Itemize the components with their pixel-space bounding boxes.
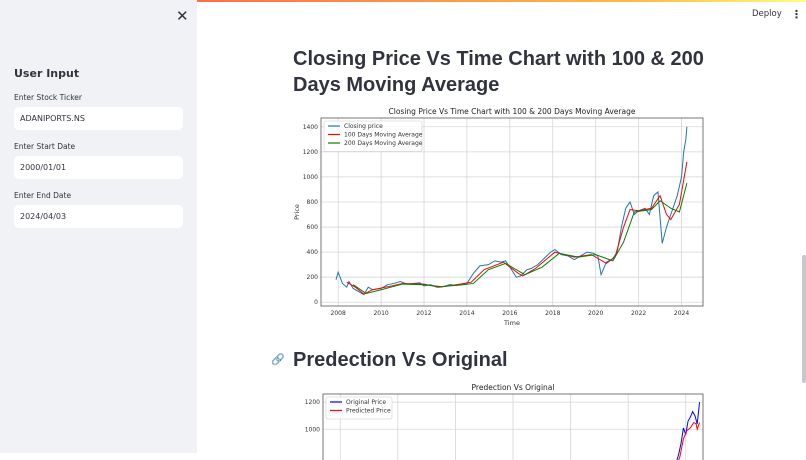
- y-tick-label: 600: [307, 224, 319, 231]
- x-tick-label: 2024: [674, 310, 689, 317]
- x-tick-label: 2010: [373, 310, 388, 317]
- legend-label: Closing price: [344, 123, 383, 130]
- scrollbar[interactable]: [802, 255, 806, 383]
- close-icon[interactable]: ✕: [176, 7, 189, 25]
- x-tick-label: 2016: [502, 310, 517, 317]
- x-tick-label: 2018: [545, 310, 560, 317]
- y-tick-label: 200: [307, 274, 319, 281]
- legend-label: Predicted Price: [346, 408, 391, 415]
- chart-title: Closing Price Vs Time Chart with 100 & 2…: [389, 107, 636, 116]
- start-date-input[interactable]: [14, 156, 183, 179]
- y-axis-label: Price: [293, 204, 301, 220]
- x-axis-label: Time: [503, 319, 520, 327]
- closing-price-chart: Closing Price Vs Time Chart with 100 & 2…: [293, 105, 713, 327]
- x-tick-label: 2022: [631, 310, 646, 317]
- sidebar: ✕ User Input Enter Stock Ticker Enter St…: [0, 0, 197, 453]
- series-line-100-days-moving-average: [347, 162, 687, 294]
- legend-label: 100 Days Moving Average: [344, 132, 423, 139]
- ticker-label: Enter Stock Ticker: [14, 93, 82, 102]
- y-tick-label: 0: [314, 299, 318, 306]
- x-tick-label: 2014: [459, 310, 474, 317]
- chart-title: Predection Vs Original: [472, 383, 555, 392]
- link-icon[interactable]: 🔗: [271, 353, 285, 366]
- start-date-label: Enter Start Date: [14, 142, 75, 151]
- prediction-chart: Predection Vs Original 1000 1200 Original P…: [293, 380, 713, 460]
- kebab-menu-icon[interactable]: ⋮: [791, 8, 802, 21]
- chart1-heading: Closing Price Vs Time Chart with 100 & 2…: [293, 46, 713, 98]
- sidebar-title: User Input: [14, 67, 79, 80]
- end-date-input[interactable]: [14, 205, 183, 228]
- ticker-input[interactable]: [14, 107, 183, 130]
- y-tick-label: 1200: [303, 149, 318, 156]
- x-tick-label: 2008: [331, 310, 346, 317]
- y-tick-label: 400: [307, 249, 319, 256]
- x-tick-label: 2012: [416, 310, 431, 317]
- end-date-label: Enter End Date: [14, 191, 71, 200]
- y-tick-label: 1200: [305, 399, 320, 406]
- y-tick-label: 800: [307, 199, 319, 206]
- legend-label: Original Price: [346, 399, 386, 406]
- legend-label: 200 Days Moving Average: [344, 140, 423, 147]
- x-tick-label: 2020: [588, 310, 603, 317]
- deploy-button[interactable]: Deploy: [752, 9, 782, 19]
- y-tick-label: 1000: [305, 426, 320, 433]
- y-tick-label: 1400: [303, 124, 318, 131]
- legend: Closing price 100 Days Moving Average200 …: [324, 121, 423, 152]
- y-tick-label: 1000: [303, 174, 318, 181]
- chart2-heading: Predection Vs Original: [293, 347, 508, 373]
- legend: Original Price Predicted Price: [326, 397, 392, 419]
